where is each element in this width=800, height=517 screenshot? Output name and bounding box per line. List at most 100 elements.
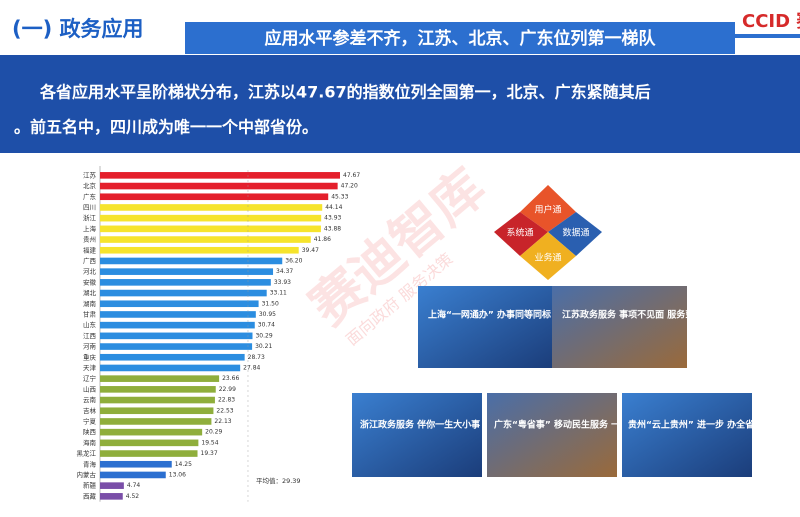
bar [100,428,203,436]
y-tick-label: 重庆 [83,352,97,361]
y-tick-label: 湖南 [83,299,97,308]
bar [100,471,166,479]
y-tick-label: 贵州 [83,235,96,244]
chart: 江苏 47.67 北京 47.20 广东 45.33 四川 44.14 浙江 43.93 上海 43.… [77,166,360,502]
title-bar [185,22,735,54]
value-label: 4.52 [126,493,140,500]
section-title: (一) 政务应用 [12,17,144,41]
value-label: 31.50 [262,300,279,307]
y-tick-label: 河南 [83,342,97,351]
bar [100,407,214,415]
card-image [622,393,752,477]
y-tick-label: 河北 [83,268,97,276]
bar [100,386,216,393]
bar [100,396,215,404]
value-label: 22.13 [214,418,231,425]
bar [100,332,253,340]
y-tick-label: 上海 [83,224,97,233]
y-tick-label: 四川 [83,203,96,211]
y-tick-label: 吉林 [83,406,97,415]
hub: 用户通 系统通 数据通 业务通 [494,185,602,280]
value-label: 47.20 [341,183,358,190]
hub-petal [520,185,576,232]
y-tick-label: 江西 [83,332,97,340]
bar [100,364,241,372]
value-label: 19.54 [201,439,218,446]
hub-petal [520,232,576,280]
bar [100,482,124,489]
value-label: 36.20 [285,257,302,264]
value-label: 28.73 [248,354,265,361]
hub-label: 系统通 [506,227,533,239]
value-label: 27.84 [243,364,260,371]
bar [100,172,340,179]
hub-petal [494,212,548,256]
bar [100,225,321,233]
card-caption: 上海“一网通办” 办事同等同标 一样方便 [428,309,591,321]
value-label: 39.47 [302,247,319,254]
value-label: 22.99 [219,386,236,393]
value-label: 33.11 [270,290,287,297]
value-label: 30.21 [255,343,272,350]
bar [100,236,311,243]
bar [100,182,338,190]
hub-label: 数据通 [562,227,589,239]
bar [100,450,198,457]
intro-band [0,55,800,153]
card-image [552,286,687,368]
y-tick-label: 黑龙江 [77,449,97,458]
bar [100,279,271,286]
bar [100,460,172,468]
bar [100,204,323,211]
y-tick-label: 新疆 [83,481,97,490]
hub-label: 业务通 [534,252,561,264]
y-tick-label: 江苏 [83,170,97,179]
value-label: 43.88 [324,225,341,232]
y-tick-label: 福建 [83,245,97,254]
y-tick-label: 山西 [83,384,97,393]
card-caption: 江苏政务服务 事项不见面 服务到家 [562,309,704,321]
y-tick-label: 云南 [83,395,97,404]
bar [100,418,212,425]
value-label: 30.74 [258,322,275,329]
value-label: 23.66 [222,375,239,382]
y-tick-label: 西藏 [83,491,97,500]
intro-line: 各省应用水平呈阶梯状分布，江苏以47.67的指数位列全国第一，北京、广东紧随其后 [39,83,651,102]
intro-line: 。前五名中，四川成为唯一一个中部省份。 [14,118,318,137]
average-label: 平均值：29.39 [256,476,301,485]
card-image [418,286,552,368]
y-tick-label: 北京 [83,181,97,190]
card-image [487,393,617,477]
value-label: 33.93 [274,279,291,286]
y-tick-label: 内蒙古 [77,470,97,479]
y-tick-label: 安徽 [83,277,97,286]
bar [100,268,274,275]
bar [100,300,259,308]
bar [100,289,267,297]
card-caption: 浙江政务服务 伴你一生大小事 [360,419,480,431]
y-tick-label: 甘肃 [83,309,97,318]
bar [100,246,299,254]
value-label: 43.93 [324,215,341,222]
bar [100,439,199,447]
card-caption: 贵州“云上贵州” 进一步 办全省事 [628,419,763,431]
hub-label: 用户通 [534,204,561,216]
value-label: 41.86 [314,236,331,243]
value-label: 14.25 [175,461,192,468]
value-label: 45.33 [331,193,348,200]
value-label: 4.74 [127,482,141,489]
y-tick-label: 海南 [83,438,97,447]
slide-title: 应用水平参差不齐，江苏、北京、广东位列第一梯队 [265,28,657,49]
card-image [352,393,482,477]
bar [100,375,220,382]
bar [100,311,256,318]
y-tick-label: 广东 [83,192,97,201]
value-label: 34.37 [276,268,293,275]
value-label: 47.67 [343,172,360,179]
y-tick-label: 宁夏 [83,416,97,425]
bar [100,343,253,350]
bar [100,214,322,222]
value-label: 22.83 [218,397,235,404]
y-tick-label: 陕西 [83,427,97,436]
bar [100,257,283,265]
